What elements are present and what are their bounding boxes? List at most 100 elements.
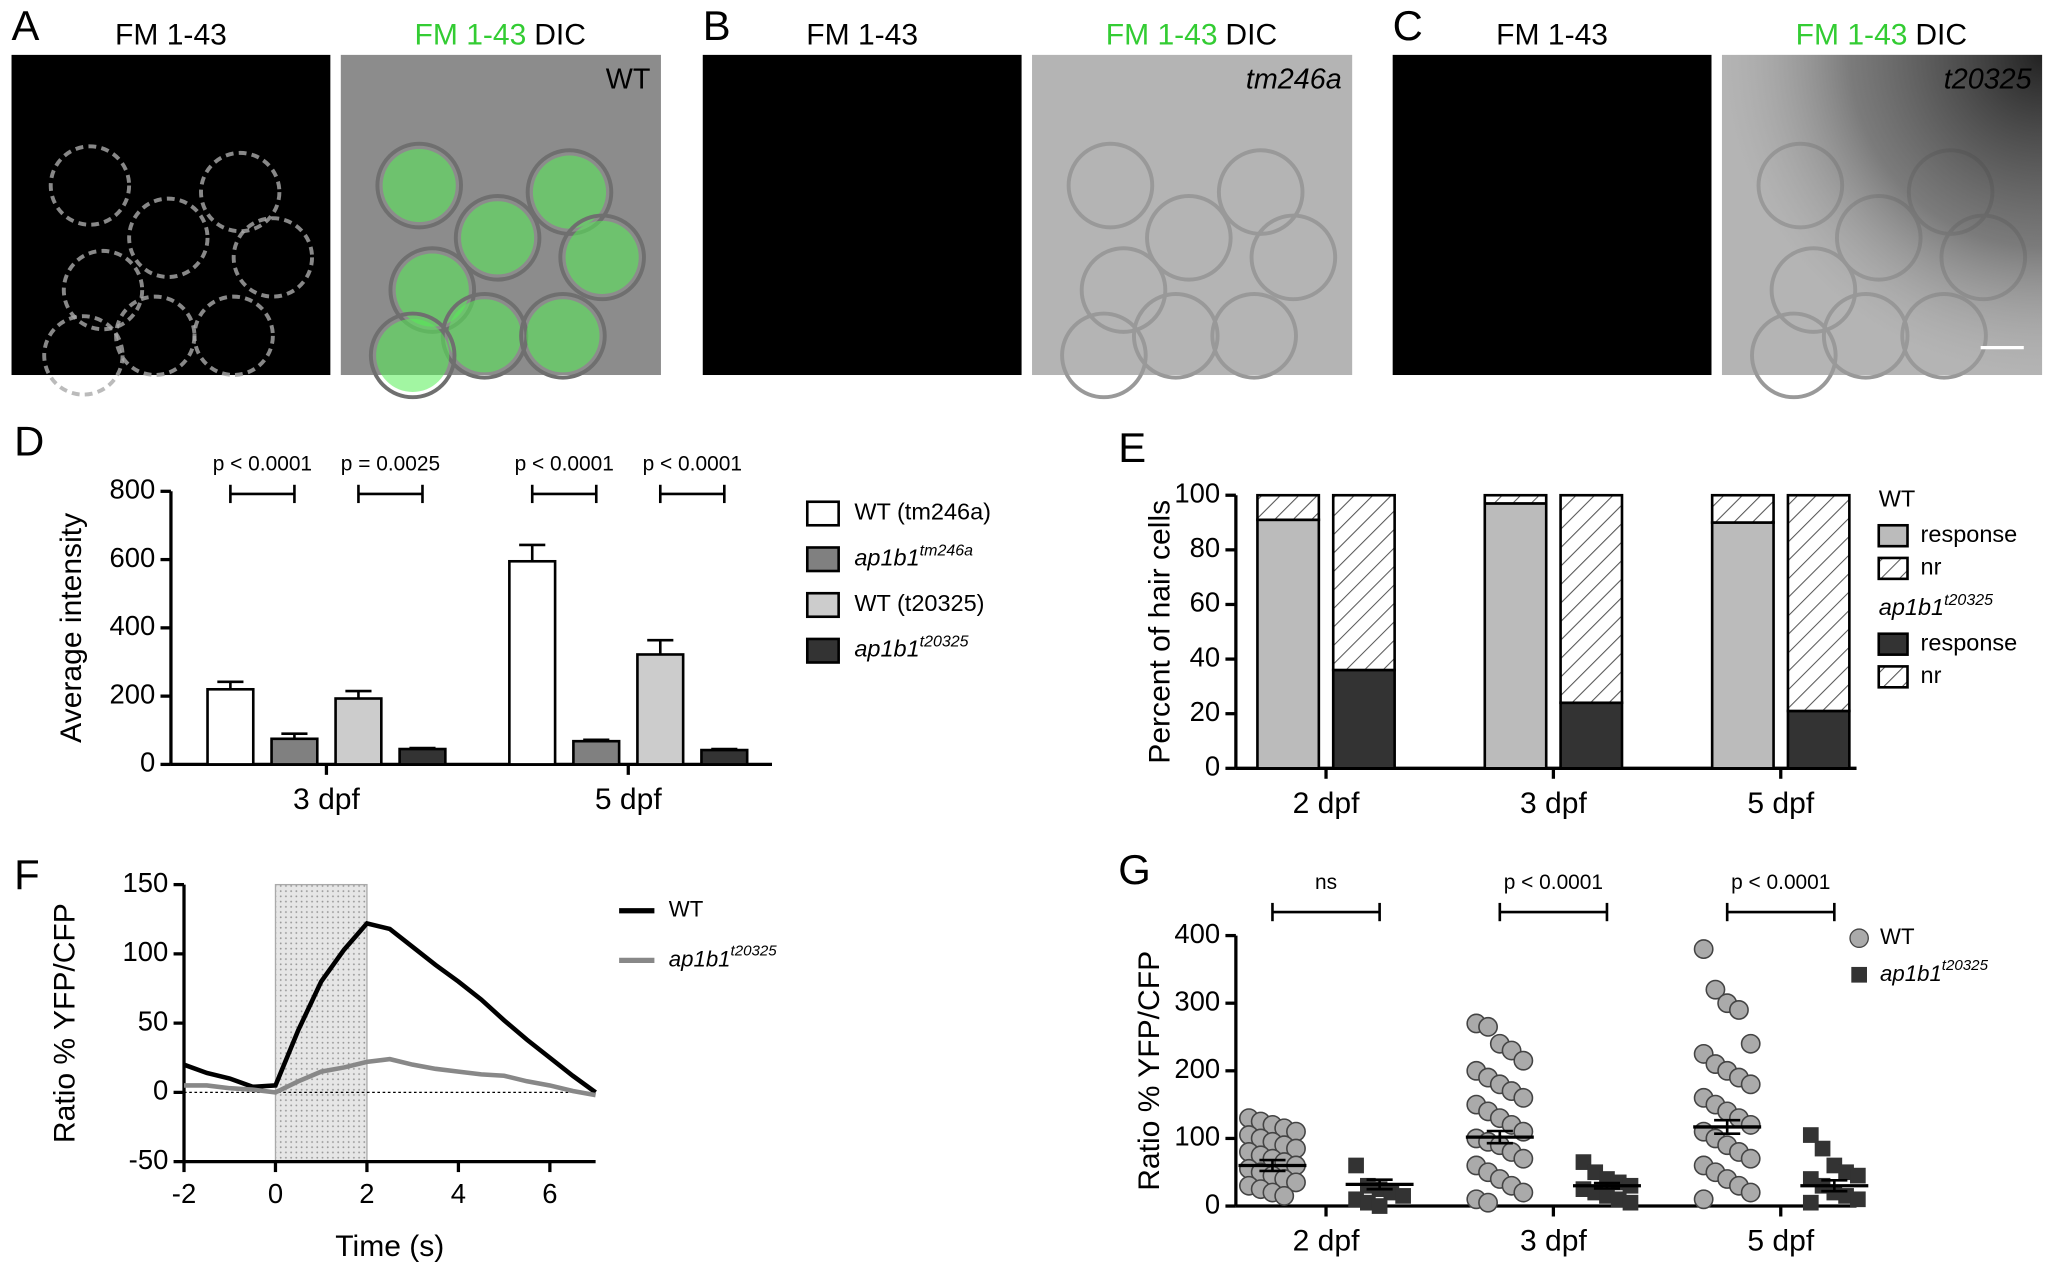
legend-name: ap1b1	[854, 636, 919, 662]
data-point	[1513, 1182, 1534, 1203]
cell-outline	[558, 213, 646, 302]
x-tick-label: -2	[172, 1178, 196, 1209]
legend-name: ap1b1	[669, 946, 731, 971]
legend-swatch	[805, 591, 840, 619]
y-tick-label: 400	[109, 610, 155, 641]
bar	[398, 747, 447, 766]
shadow	[1721, 54, 2043, 376]
legend-label: nr	[1921, 662, 1942, 688]
significance-label: p = 0.0025	[341, 453, 440, 476]
panel-label: C	[1393, 2, 1423, 49]
image-title-rest: DIC	[1915, 19, 1967, 52]
cell-fluor	[48, 144, 132, 227]
cell-outline	[1145, 194, 1233, 282]
y-tick-label: 40	[1190, 641, 1221, 672]
legend-sup: t20325	[731, 943, 778, 960]
fluorescence-image	[702, 54, 1022, 376]
data-point	[1348, 1157, 1364, 1174]
y-axis-label: Ratio % YFP/CFP	[1133, 951, 1166, 1191]
data-point	[1814, 1140, 1831, 1157]
y-tick-label: 20	[1190, 696, 1221, 727]
cell-outline	[1079, 246, 1168, 334]
legend-label: response	[1921, 629, 2018, 655]
bar-segment	[1483, 502, 1548, 770]
y-tick-label: 50	[138, 1005, 169, 1036]
cell-outline	[519, 292, 607, 380]
bar-segment	[1331, 493, 1396, 672]
data-point	[1802, 1194, 1819, 1211]
y-tick-label: 100	[1174, 1121, 1220, 1152]
panel-label: G	[1118, 846, 1151, 893]
cell-green	[376, 318, 450, 392]
significance-label: ns	[1315, 871, 1337, 894]
x-tick-label: 5 dpf	[1747, 1225, 1814, 1258]
legend-name: ap1b1	[1879, 594, 1944, 620]
x-tick-label: 4	[451, 1178, 466, 1209]
bar-segment	[1710, 493, 1775, 524]
legend-sup: t20325	[920, 633, 969, 650]
y-tick-label: 300	[1174, 985, 1220, 1016]
cell-outline	[1210, 292, 1298, 380]
bar	[572, 739, 621, 766]
legend-label: ap1b1t20325	[1880, 957, 1989, 985]
y-axis-label: Average intensity	[55, 513, 88, 743]
legend-name: WT	[1879, 486, 1916, 512]
legend-label: response	[1921, 521, 2018, 547]
data-point	[1622, 1194, 1639, 1211]
image-title-green: FM 1-43	[414, 19, 526, 52]
x-tick-label: 2 dpf	[1293, 787, 1360, 820]
legend-swatch	[1877, 632, 1909, 656]
x-axis-label: Time (s)	[335, 1230, 444, 1263]
significance-label: p < 0.0001	[1504, 871, 1603, 894]
data-point	[1371, 1198, 1388, 1214]
data-point	[1513, 1087, 1534, 1108]
data-point	[1705, 979, 1726, 1000]
legend-swatch	[1877, 665, 1909, 689]
legend-name: WT (t20325)	[854, 590, 984, 616]
x-tick-label: 6	[542, 1178, 557, 1209]
bar	[206, 687, 255, 766]
stimulus-shade	[274, 883, 368, 1163]
x-tick-label: 2 dpf	[1293, 1225, 1360, 1258]
bar	[636, 653, 685, 766]
image-title-rest: DIC	[1225, 19, 1277, 52]
y-tick-label: -50	[129, 1144, 169, 1175]
bar-segment	[1256, 493, 1321, 522]
data-point	[1478, 1016, 1498, 1037]
series-line	[183, 920, 597, 1095]
cell-fluor	[231, 216, 315, 299]
cell-fluor	[199, 150, 282, 234]
cell-fluor	[192, 294, 275, 377]
legend-marker	[1849, 928, 1869, 948]
cell-outline	[375, 141, 463, 230]
data-point	[1826, 1157, 1843, 1174]
panel-label: E	[1118, 424, 1146, 471]
image-title: FM 1-43	[1496, 19, 1608, 52]
bar-segment	[1559, 493, 1624, 705]
bar-segment	[1786, 709, 1851, 770]
cell-outline	[1066, 141, 1155, 230]
y-tick-label: 0	[1205, 1188, 1220, 1219]
legend-label: ap1b1t20325	[669, 943, 778, 971]
legend-label: ap1b1t20325	[854, 633, 968, 661]
data-point	[1826, 1184, 1843, 1201]
legend-marker	[1851, 966, 1867, 983]
y-tick-label: 100	[1174, 477, 1220, 508]
image-title: FM 1-43 DIC	[414, 19, 585, 52]
image-title: FM 1-43	[115, 19, 227, 52]
x-tick-label: 3 dpf	[1520, 1225, 1587, 1258]
cell-fluor	[127, 196, 210, 279]
panel-label: F	[14, 851, 40, 898]
data-point	[1729, 1000, 1749, 1020]
panel-label: A	[12, 2, 40, 49]
bar-segment	[1710, 521, 1775, 770]
bar-segment	[1331, 668, 1396, 770]
cell-outline	[1131, 292, 1220, 380]
data-point	[1850, 1167, 1866, 1184]
cell-green	[526, 299, 600, 373]
y-tick-label: 60	[1190, 587, 1221, 618]
y-tick-label: 0	[153, 1075, 168, 1106]
image-title: FM 1-43 DIC	[1796, 19, 1967, 52]
panel-label: B	[703, 2, 731, 49]
x-tick-label: 5 dpf	[1747, 787, 1814, 820]
